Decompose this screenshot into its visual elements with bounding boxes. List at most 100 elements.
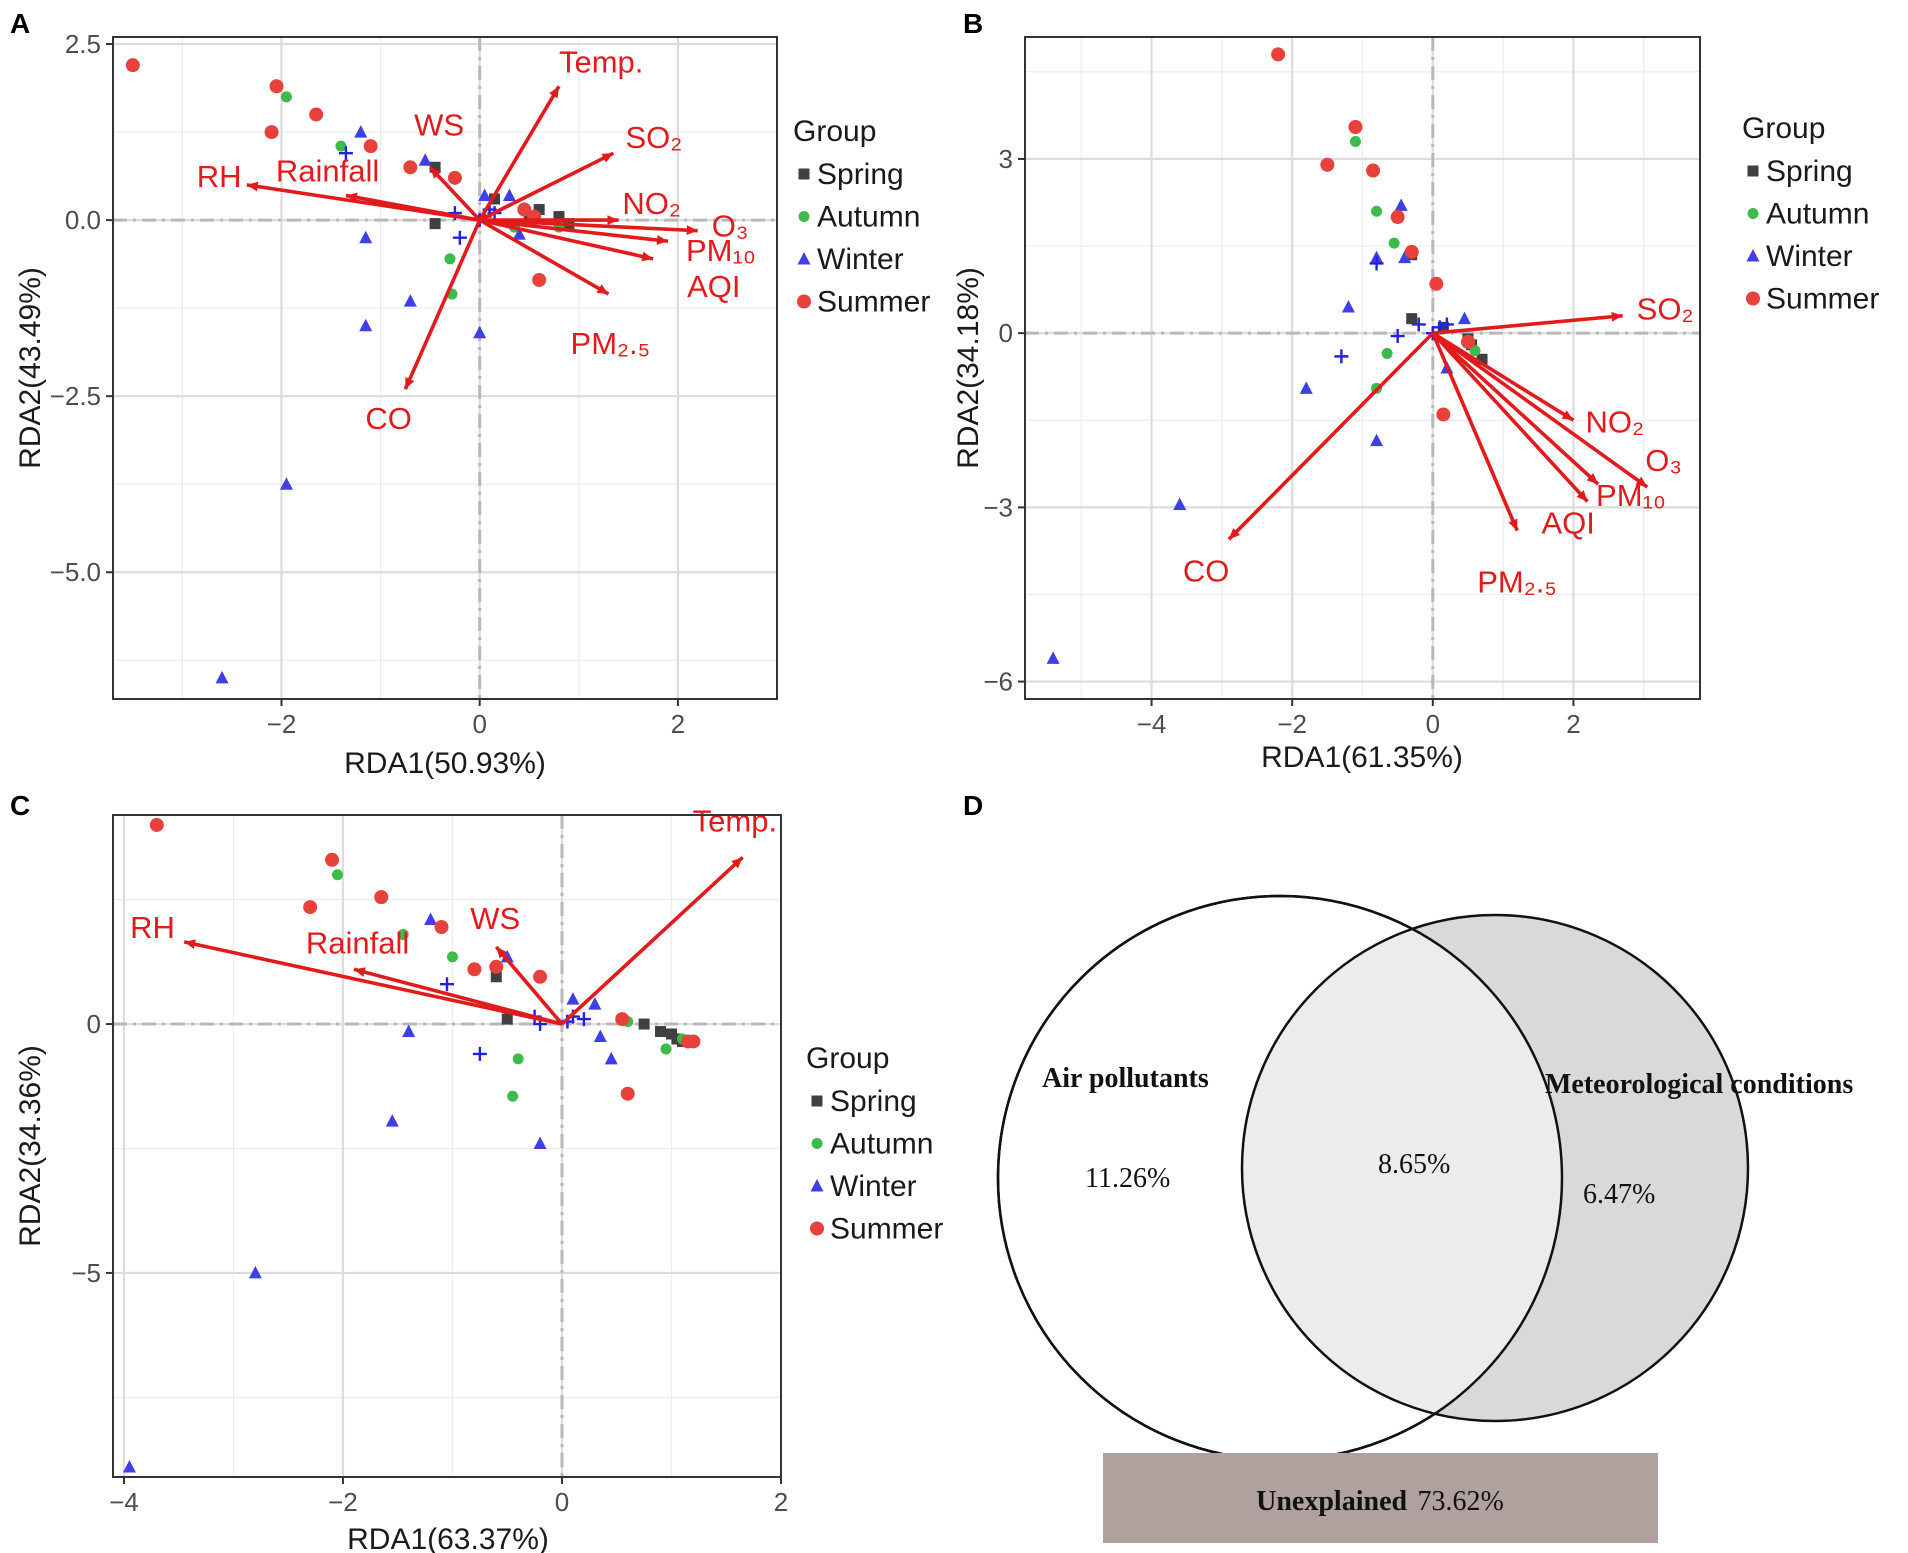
point-summer (532, 272, 547, 287)
arrow-pm10 (479, 218, 669, 244)
legend-key-spring (811, 1095, 823, 1107)
y-tick-label: 0 (999, 318, 1013, 348)
point-summer (517, 202, 532, 217)
environmental-vectors: Temp. RH Rainfall WS (130, 803, 777, 1026)
arrowhead-so2 (1611, 311, 1623, 322)
arrow-rh (183, 940, 563, 1026)
arrow-pm2-5 (1431, 332, 1519, 532)
x-tick-label: 2 (774, 1487, 788, 1517)
plot-area (113, 37, 777, 699)
x-tick-label: 0 (1426, 709, 1440, 739)
arrow-so2 (1432, 313, 1623, 335)
y-tick-label: −2.5 (50, 381, 101, 411)
point-winter (359, 230, 373, 244)
arrow-label-so2: SO₂ (1637, 292, 1694, 327)
legend-key-autumn (811, 1138, 823, 1149)
point-spring (533, 204, 545, 216)
arrow-rainfall (353, 967, 563, 1026)
x-tick-label: −2 (1277, 709, 1307, 739)
legend-label-spring: Spring (817, 158, 904, 191)
point-summer (149, 817, 164, 832)
arrow-ws (428, 166, 481, 222)
y-tick-label: −5.0 (50, 557, 101, 587)
arrowhead-co (1228, 528, 1241, 540)
point-winter (1457, 311, 1471, 325)
point-spring (1476, 353, 1488, 365)
point-summer (264, 125, 279, 140)
unexplained-label: Unexplained (1256, 1486, 1407, 1517)
sample-points (1046, 47, 1488, 664)
point-summer (403, 160, 418, 175)
legend-title: Group (793, 115, 876, 148)
point-winter (1370, 433, 1384, 447)
unexplained-box (1103, 1453, 1658, 1543)
point-autumn (335, 140, 347, 152)
arrow-temp (560, 855, 744, 1026)
arrow-label-aqi: AQI (687, 269, 740, 304)
point-winter (424, 912, 438, 926)
venn-label-air-pollutants: Air pollutants (1042, 1063, 1209, 1094)
arrow-label-so2: SO₂ (625, 120, 682, 155)
unexplained-value: 73.62% (1418, 1486, 1504, 1517)
arrow-label-aqi: AQI (1542, 506, 1595, 541)
arrow-label-o3: O₃ (1645, 443, 1682, 478)
point-autumn (1388, 237, 1400, 249)
y-tick-label: −3 (983, 492, 1013, 522)
point-summer (303, 900, 318, 915)
point-summer (1460, 334, 1475, 349)
x-axis-title: RDA1(61.35%) (1261, 741, 1463, 774)
point-winter (354, 125, 368, 138)
legend: Group Spring Autumn Winter Summer (806, 1042, 943, 1246)
legend-key-spring (1747, 165, 1759, 177)
legend-key-autumn (798, 211, 810, 222)
point-summer (1390, 210, 1405, 225)
legend-title: Group (806, 1042, 889, 1075)
legend-key-autumn (1747, 208, 1759, 219)
point-summer (269, 79, 284, 94)
legend-label-summer: Summer (817, 286, 930, 319)
legend-key-summer (810, 1221, 824, 1236)
arrow-label-ws: WS (414, 107, 464, 142)
arrow-label-rainfall: Rainfall (276, 153, 379, 188)
point-summer (1271, 47, 1286, 62)
plot-frame (1024, 36, 1701, 700)
species-marker (1334, 349, 1349, 364)
x-tick-label: −4 (109, 1487, 139, 1517)
legend: Group Spring Autumn Winter Summer (793, 115, 930, 319)
point-autumn (280, 91, 292, 103)
point-winter (604, 1051, 618, 1065)
point-autumn (444, 253, 456, 265)
point-summer (1366, 163, 1381, 178)
arrowhead-o3 (686, 225, 698, 236)
legend-title: Group (1742, 112, 1825, 145)
gridlines (1025, 37, 1700, 699)
panel-letter-c: C (10, 790, 30, 821)
arrow-label-ws: WS (470, 901, 520, 936)
point-summer (447, 170, 462, 185)
point-summer (615, 1012, 630, 1027)
point-winter (512, 227, 526, 240)
arrowhead-aqi (1576, 490, 1588, 502)
point-winter (402, 1024, 416, 1038)
legend-label-autumn: Autumn (830, 1128, 933, 1161)
species-marker (1439, 317, 1454, 332)
point-summer (1436, 407, 1451, 422)
arrowhead-no2 (1561, 410, 1574, 421)
legend-label-spring: Spring (1766, 155, 1853, 188)
point-spring (638, 1018, 650, 1030)
species-marker (576, 1012, 591, 1027)
point-spring (429, 161, 441, 173)
arrowhead-rh (184, 939, 196, 950)
point-summer (309, 107, 324, 122)
point-summer (533, 969, 548, 984)
point-summer (467, 962, 482, 977)
point-autumn (446, 951, 458, 963)
venn-value-air-only: 11.26% (1085, 1163, 1170, 1194)
arrowhead-so2 (601, 153, 614, 163)
arrowhead-aqi (641, 251, 654, 262)
species-marker (440, 977, 454, 992)
point-summer (1429, 276, 1444, 291)
x-tick-label: 0 (555, 1487, 569, 1517)
venn-value-meteorological-only: 6.47% (1583, 1179, 1655, 1210)
